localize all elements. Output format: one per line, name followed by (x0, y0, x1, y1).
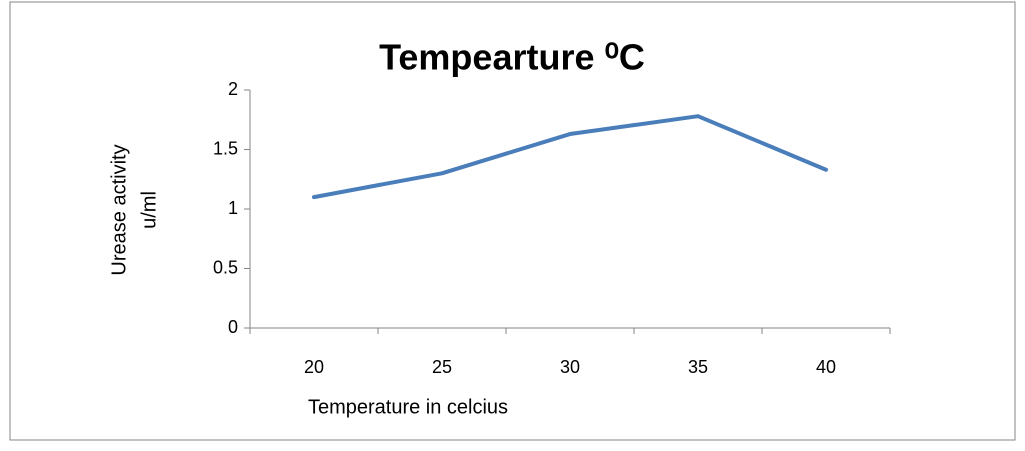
y-tick-label: 2 (228, 79, 238, 99)
x-tick-label: 35 (688, 357, 708, 377)
x-tick-label: 40 (816, 357, 836, 377)
y-axis-label: Urease activity (108, 144, 130, 275)
y-tick-label: 0.5 (213, 257, 238, 277)
y-tick-label: 1.5 (213, 138, 238, 158)
y-tick-label: 0 (228, 317, 238, 337)
chart-title: Tempearture ⁰C (379, 37, 645, 78)
x-tick-label: 20 (304, 357, 324, 377)
data-line (312, 114, 828, 200)
x-tick-label: 30 (560, 357, 580, 377)
x-tick-label: 25 (432, 357, 452, 377)
y-axis-label: u/ml (138, 191, 160, 229)
chart-border (9, 1, 1016, 441)
y-tick-label: 1 (228, 198, 238, 218)
x-axis-label: Temperature in celcius (308, 396, 508, 418)
